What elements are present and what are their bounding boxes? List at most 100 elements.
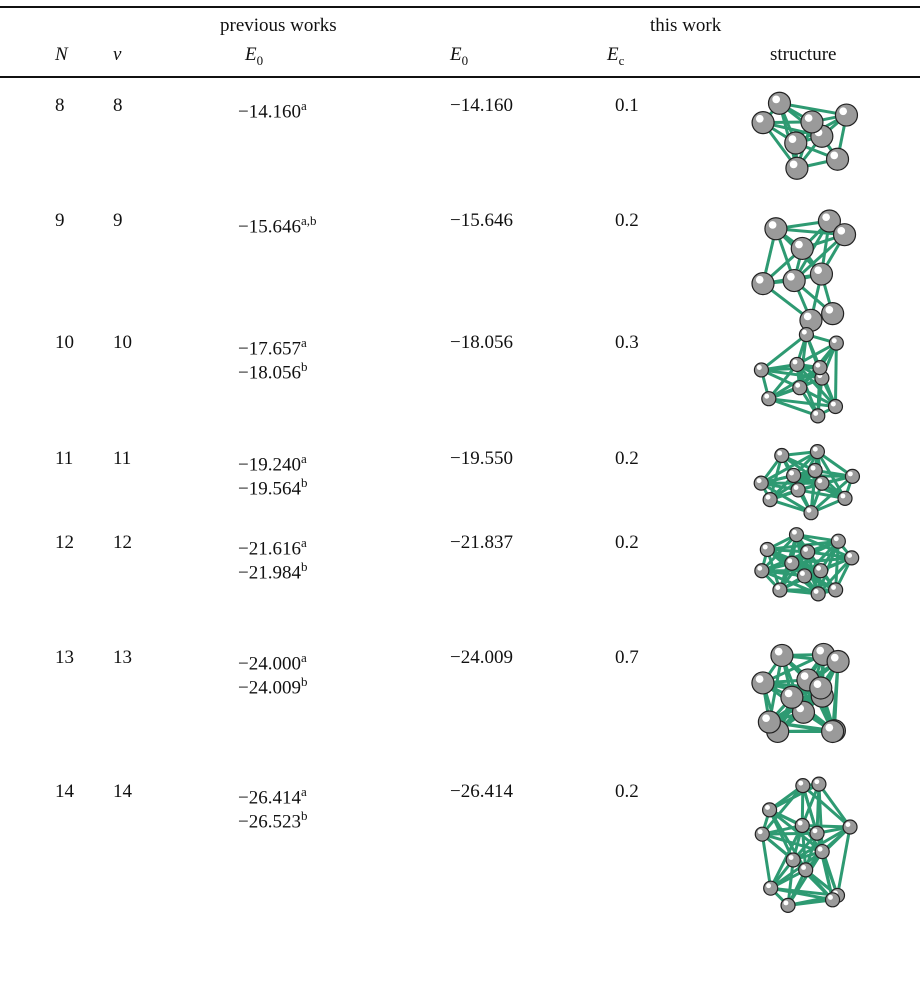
atom-highlight bbox=[802, 330, 807, 335]
atom bbox=[838, 491, 852, 505]
atom-highlight bbox=[763, 545, 768, 550]
bond bbox=[835, 343, 836, 406]
cell-nu: 12 bbox=[113, 532, 132, 554]
sup-text: b bbox=[301, 475, 308, 490]
atom-highlight bbox=[832, 338, 837, 343]
cell-previous: −14.160a bbox=[238, 95, 307, 123]
atom-highlight bbox=[757, 365, 762, 370]
atom bbox=[812, 777, 826, 791]
atom bbox=[845, 469, 859, 483]
atom bbox=[790, 528, 804, 542]
text: 12 bbox=[55, 532, 74, 553]
atom bbox=[763, 493, 777, 507]
atom bbox=[796, 779, 810, 793]
atom-highlight bbox=[801, 865, 806, 870]
cell-previous: −24.009b bbox=[238, 671, 307, 699]
cell-e0: −14.160 bbox=[450, 95, 513, 117]
atom-highlight bbox=[756, 675, 764, 683]
cell-nu: 13 bbox=[113, 647, 132, 669]
text: ν bbox=[113, 44, 121, 65]
atom bbox=[815, 476, 829, 490]
atom bbox=[828, 399, 842, 413]
atom bbox=[781, 898, 795, 912]
sup-text: b bbox=[301, 674, 308, 689]
structure-image bbox=[742, 83, 872, 183]
cell-previous: −21.984b bbox=[238, 556, 307, 584]
atom-highlight bbox=[815, 363, 820, 368]
atom-highlight bbox=[830, 152, 838, 160]
atom bbox=[785, 132, 807, 154]
atom-highlight bbox=[812, 828, 817, 833]
atom bbox=[843, 820, 857, 834]
atom-highlight bbox=[769, 221, 777, 229]
text: −14.160 bbox=[450, 95, 513, 116]
text: −19.550 bbox=[450, 448, 513, 469]
atom-highlight bbox=[813, 411, 818, 416]
cell-n: 12 bbox=[55, 532, 74, 554]
text: E bbox=[450, 44, 462, 65]
atom-highlight bbox=[814, 779, 819, 784]
cell-n: 11 bbox=[55, 448, 73, 470]
atom bbox=[813, 361, 827, 375]
atom bbox=[827, 650, 849, 672]
sup-text: a bbox=[301, 98, 307, 113]
atom bbox=[790, 357, 804, 371]
atom bbox=[786, 853, 800, 867]
atom bbox=[801, 111, 823, 133]
structure-image bbox=[742, 320, 872, 430]
table-page: previous works this work NνE0E0Ecstructu… bbox=[0, 0, 920, 984]
cell-n: 10 bbox=[55, 332, 74, 354]
group-header: this work bbox=[650, 15, 721, 37]
atom-highlight bbox=[825, 724, 833, 732]
text: −15.646 bbox=[450, 210, 513, 231]
atom bbox=[786, 157, 808, 179]
atom-highlight bbox=[811, 466, 816, 471]
text: −18.056 bbox=[238, 362, 301, 383]
cell-n: 8 bbox=[55, 95, 65, 117]
atom bbox=[799, 328, 813, 342]
atom bbox=[793, 381, 807, 395]
atom bbox=[771, 644, 793, 666]
column-header: structure bbox=[770, 44, 836, 66]
atom-highlight bbox=[757, 478, 762, 483]
header-rule bbox=[0, 76, 920, 78]
atom bbox=[754, 476, 768, 490]
sup-text: b bbox=[301, 559, 308, 574]
atom-highlight bbox=[787, 273, 795, 281]
cell-previous: −26.523b bbox=[238, 805, 307, 833]
atom-highlight bbox=[831, 654, 839, 662]
cell-n: 13 bbox=[55, 647, 74, 669]
atom-highlight bbox=[787, 558, 792, 563]
atom bbox=[773, 583, 787, 597]
cell-previous: −18.056b bbox=[238, 356, 307, 384]
atom bbox=[845, 551, 859, 565]
atom bbox=[781, 686, 803, 708]
cell-n: 14 bbox=[55, 781, 74, 803]
text: −26.414 bbox=[450, 781, 513, 802]
structure-image bbox=[742, 198, 872, 338]
text: −15.646 bbox=[238, 216, 301, 237]
atom-highlight bbox=[801, 672, 809, 680]
atom-highlight bbox=[775, 585, 780, 590]
atom bbox=[811, 587, 825, 601]
structure-image bbox=[742, 635, 872, 755]
cell-e0: −18.056 bbox=[450, 332, 513, 354]
cell-e0: −21.837 bbox=[450, 532, 513, 554]
atom-highlight bbox=[817, 478, 822, 483]
text: 0.2 bbox=[615, 448, 639, 469]
atom-highlight bbox=[814, 589, 819, 594]
cell-nu: 11 bbox=[113, 448, 131, 470]
text: 10 bbox=[55, 332, 74, 353]
atom bbox=[775, 449, 789, 463]
text: 11 bbox=[113, 448, 131, 469]
atom-highlight bbox=[766, 883, 771, 888]
cell-e0: −19.550 bbox=[450, 448, 513, 470]
text: 10 bbox=[113, 332, 132, 353]
atom bbox=[829, 583, 843, 597]
text: 0.2 bbox=[615, 781, 639, 802]
text: 8 bbox=[113, 95, 123, 116]
sup-text: a bbox=[301, 451, 307, 466]
atom bbox=[762, 392, 776, 406]
atom-highlight bbox=[818, 847, 823, 852]
atom bbox=[787, 468, 801, 482]
